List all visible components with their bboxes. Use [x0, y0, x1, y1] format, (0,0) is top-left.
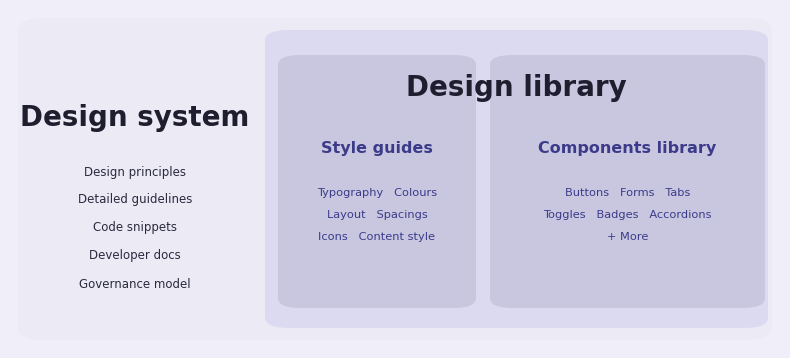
Text: Components library: Components library	[538, 140, 717, 155]
Text: Code snippets: Code snippets	[93, 222, 177, 234]
FancyBboxPatch shape	[265, 30, 768, 328]
Text: Typography   Colours: Typography Colours	[317, 188, 437, 198]
FancyBboxPatch shape	[18, 18, 772, 340]
Text: Governance model: Governance model	[79, 277, 191, 290]
FancyBboxPatch shape	[490, 55, 765, 308]
Text: Style guides: Style guides	[321, 140, 433, 155]
Text: Detailed guidelines: Detailed guidelines	[77, 194, 192, 207]
Text: + More: + More	[607, 232, 648, 242]
Text: Design principles: Design principles	[84, 165, 186, 179]
Text: Buttons   Forms   Tabs: Buttons Forms Tabs	[565, 188, 690, 198]
Text: Developer docs: Developer docs	[89, 250, 181, 262]
Text: Design system: Design system	[21, 104, 250, 132]
FancyBboxPatch shape	[278, 55, 476, 308]
Text: Layout   Spacings: Layout Spacings	[326, 210, 427, 220]
Text: Design library: Design library	[406, 74, 627, 102]
Text: Icons   Content style: Icons Content style	[318, 232, 435, 242]
Text: Toggles   Badges   Accordions: Toggles Badges Accordions	[544, 210, 712, 220]
